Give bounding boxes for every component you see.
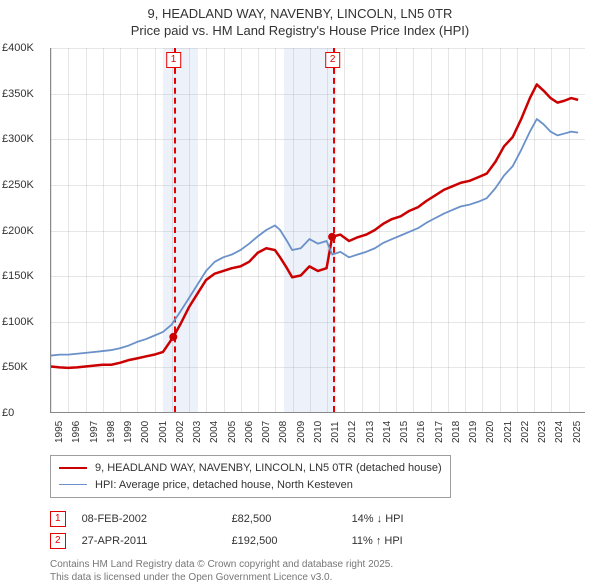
- x-tick-label: 2010: [313, 421, 324, 443]
- y-tick-label: £350K: [2, 88, 34, 100]
- x-tick-label: 1999: [123, 421, 134, 443]
- x-tick-label: 2015: [399, 421, 410, 443]
- sale-price: £82,500: [232, 508, 352, 530]
- y-tick-label: £400K: [2, 42, 34, 54]
- x-tick-label: 2013: [365, 421, 376, 443]
- x-tick-label: 2011: [330, 421, 341, 443]
- x-tick-label: 2016: [416, 421, 427, 443]
- y-tick-label: £200K: [2, 225, 34, 237]
- x-tick-label: 1998: [106, 421, 117, 443]
- x-tick-label: 2024: [554, 421, 565, 443]
- plot-area: 12: [50, 48, 585, 413]
- chart-lines: [51, 48, 585, 412]
- x-tick-label: 2017: [434, 421, 445, 443]
- y-tick-label: £50K: [2, 361, 28, 373]
- table-row: 1 08-FEB-2002 £82,500 14% ↓ HPI: [50, 508, 585, 530]
- x-tick-label: 2009: [296, 421, 307, 443]
- title-line-1: 9, HEADLAND WAY, NAVENBY, LINCOLN, LN5 0…: [148, 6, 453, 21]
- x-tick-label: 1995: [54, 421, 65, 443]
- legend-row-red: 9, HEADLAND WAY, NAVENBY, LINCOLN, LN5 0…: [59, 460, 442, 477]
- chart-title: 9, HEADLAND WAY, NAVENBY, LINCOLN, LN5 0…: [0, 0, 600, 40]
- sale-index: 1: [50, 511, 66, 527]
- sale-point: [170, 333, 177, 340]
- x-tick-label: 2018: [451, 421, 462, 443]
- x-tick-label: 2008: [278, 421, 289, 443]
- x-tick-label: 2020: [485, 421, 496, 443]
- legend-label-blue: HPI: Average price, detached house, Nort…: [95, 477, 353, 494]
- x-tick-label: 2006: [244, 421, 255, 443]
- table-row: 2 27-APR-2011 £192,500 11% ↑ HPI: [50, 530, 585, 552]
- x-tick-label: 1996: [71, 421, 82, 443]
- y-tick-label: £0: [2, 407, 14, 419]
- sale-delta: 11% ↑ HPI: [352, 530, 403, 552]
- x-tick-label: 2022: [520, 421, 531, 443]
- sale-point: [329, 233, 336, 240]
- title-line-2: Price paid vs. HM Land Registry's House …: [131, 23, 469, 38]
- legend-box: 9, HEADLAND WAY, NAVENBY, LINCOLN, LN5 0…: [50, 455, 451, 498]
- legend-row-blue: HPI: Average price, detached house, Nort…: [59, 477, 442, 494]
- y-tick-label: £150K: [2, 270, 34, 282]
- x-tick-label: 2005: [227, 421, 238, 443]
- x-tick-label: 2000: [140, 421, 151, 443]
- x-tick-label: 2021: [503, 421, 514, 443]
- legend-label-red: 9, HEADLAND WAY, NAVENBY, LINCOLN, LN5 0…: [95, 460, 442, 477]
- y-tick-label: £100K: [2, 316, 34, 328]
- x-tick-label: 2023: [537, 421, 548, 443]
- x-tick-label: 2003: [192, 421, 203, 443]
- sale-delta: 14% ↓ HPI: [352, 508, 404, 530]
- chart-container: 9, HEADLAND WAY, NAVENBY, LINCOLN, LN5 0…: [0, 0, 600, 560]
- sale-date: 27-APR-2011: [82, 530, 232, 552]
- sales-table: 1 08-FEB-2002 £82,500 14% ↓ HPI 2 27-APR…: [50, 508, 585, 552]
- x-tick-label: 2004: [209, 421, 220, 443]
- copyright-line-2: This data is licensed under the Open Gov…: [50, 572, 332, 583]
- copyright: Contains HM Land Registry data © Crown c…: [50, 558, 585, 584]
- x-tick-label: 1997: [89, 421, 100, 443]
- x-tick-label: 2001: [158, 421, 169, 443]
- x-tick-label: 2019: [468, 421, 479, 443]
- x-tick-label: 2025: [572, 421, 583, 443]
- sale-index: 2: [50, 533, 66, 549]
- x-tick-label: 2002: [175, 421, 186, 443]
- y-tick-label: £250K: [2, 179, 34, 191]
- series-line-red: [51, 84, 578, 367]
- x-tick-label: 2014: [382, 421, 393, 443]
- legend-swatch-blue: [59, 484, 87, 485]
- x-tick-label: 2012: [347, 421, 358, 443]
- sale-date: 08-FEB-2002: [82, 508, 232, 530]
- legend-swatch-red: [59, 467, 87, 469]
- y-tick-label: £300K: [2, 133, 34, 145]
- copyright-line-1: Contains HM Land Registry data © Crown c…: [50, 559, 393, 570]
- sale-price: £192,500: [232, 530, 352, 552]
- x-tick-label: 2007: [261, 421, 272, 443]
- legend-and-footer: 9, HEADLAND WAY, NAVENBY, LINCOLN, LN5 0…: [50, 455, 585, 584]
